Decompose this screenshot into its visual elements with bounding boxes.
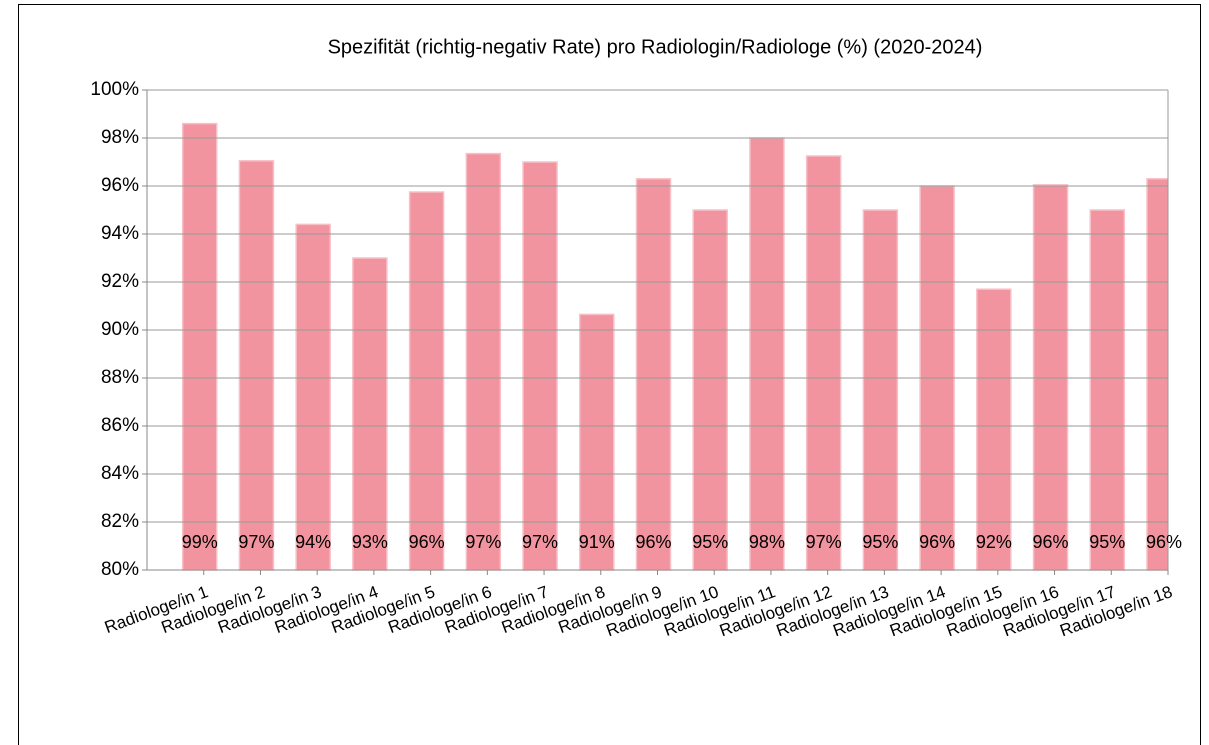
value-label: 93%: [352, 532, 388, 552]
y-tick-label: 90%: [101, 319, 139, 340]
bar: [1146, 178, 1168, 571]
bar: [181, 122, 218, 571]
bar: [408, 191, 445, 571]
value-label: 95%: [692, 532, 728, 552]
value-label: 97%: [806, 532, 842, 552]
bar: [1089, 209, 1126, 571]
bar: [465, 152, 502, 571]
y-tick-label: 94%: [101, 223, 139, 244]
y-tick-label: 86%: [101, 415, 139, 436]
value-label: 97%: [238, 532, 274, 552]
y-tick-label: 80%: [101, 559, 139, 580]
bar: [295, 223, 331, 571]
value-label: 98%: [749, 532, 785, 552]
chart-frame: [18, 4, 1201, 745]
y-tick-label: 84%: [101, 463, 139, 484]
value-label: 95%: [1089, 532, 1125, 552]
bar: [862, 209, 899, 571]
value-label: 97%: [465, 532, 501, 552]
y-tick-label: 92%: [101, 271, 139, 292]
value-label: 96%: [919, 532, 955, 552]
chart-title: Spezifität (richtig-negativ Rate) pro Ra…: [328, 36, 983, 58]
bar: [522, 161, 558, 571]
value-label: 91%: [579, 532, 615, 552]
value-label: 99%: [182, 532, 218, 552]
value-label: 96%: [1146, 532, 1182, 552]
y-tick-label: 82%: [101, 511, 139, 532]
y-tick-label: 100%: [90, 79, 139, 100]
y-tick-label: 96%: [101, 175, 139, 196]
bar: [238, 160, 275, 571]
y-tick-label: 88%: [101, 367, 139, 388]
bar: [352, 257, 388, 571]
value-label: 95%: [862, 532, 898, 552]
bar: [805, 155, 842, 571]
bar: [635, 178, 672, 571]
bar: [692, 209, 728, 571]
bar: [1032, 184, 1069, 571]
value-label: 96%: [635, 532, 671, 552]
value-label: 96%: [409, 532, 445, 552]
value-label: 97%: [522, 532, 558, 552]
value-label: 94%: [295, 532, 331, 552]
plot-area: [181, 122, 1168, 571]
bar: [749, 137, 785, 571]
y-tick-label: 98%: [101, 127, 139, 148]
value-label: 92%: [976, 532, 1012, 552]
value-label: 96%: [1033, 532, 1069, 552]
bar: [976, 288, 1012, 571]
